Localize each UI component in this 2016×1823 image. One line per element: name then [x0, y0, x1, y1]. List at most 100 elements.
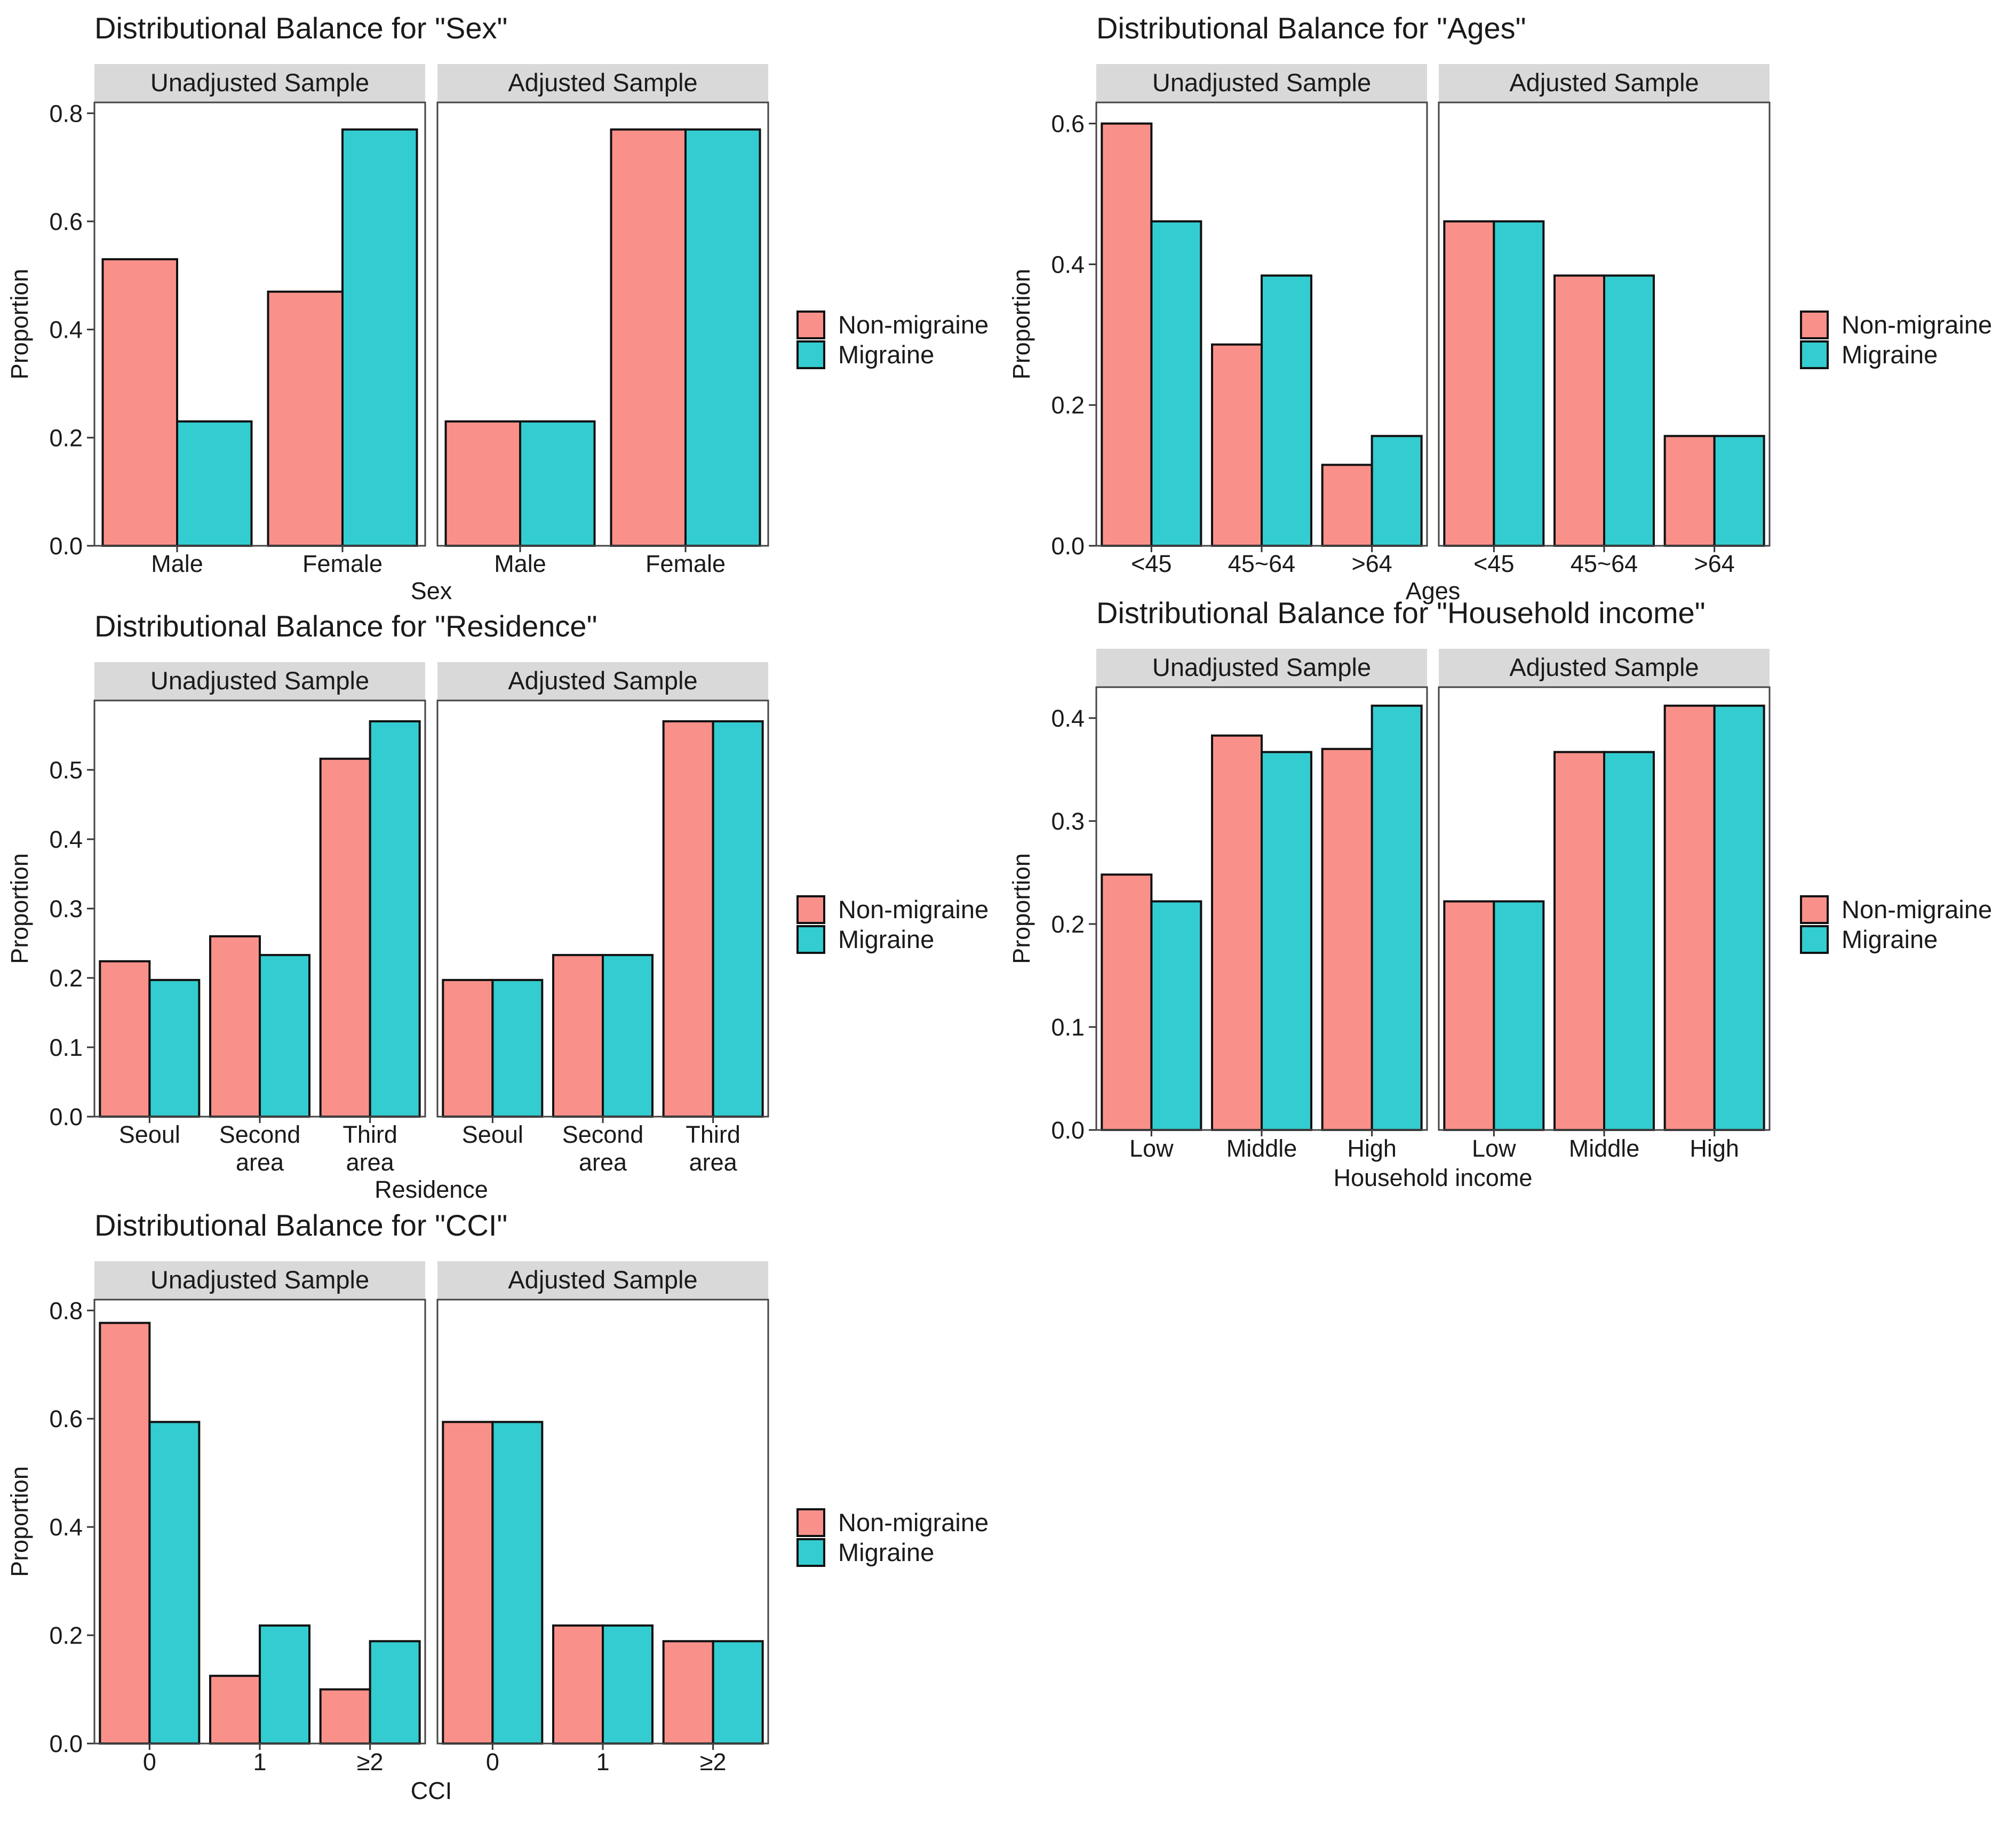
x-tick-label: ≥2: [357, 1748, 384, 1776]
facet-strip-label: Unadjusted Sample: [150, 1265, 369, 1294]
x-tick-label: ≥2: [700, 1748, 727, 1776]
bar-migraine-high: [1713, 704, 1765, 1131]
bar-migraine-low: [1493, 900, 1545, 1132]
legend-label-non-migraine: Non-migraine: [838, 1508, 989, 1537]
x-tick-label: Male: [494, 550, 546, 577]
bar-non-migraine-high: [1321, 747, 1373, 1131]
legend-key-non-migraine: [796, 1508, 825, 1537]
facet-strip: [1439, 64, 1770, 102]
panel-adjusted-sample: Adjusted Sample Male Female: [436, 64, 769, 577]
facet-strip-label: Adjusted Sample: [508, 68, 697, 97]
facet-strip: [1096, 649, 1427, 687]
bar-non-migraine-middle: [1553, 751, 1605, 1131]
panel-border: [436, 101, 769, 547]
panel-border: [1095, 686, 1428, 1131]
panel-adjusted-sample: Adjusted Sample 0 1 ≥2: [436, 1261, 769, 1776]
panel-border: [1438, 101, 1771, 547]
facet-strip-label: Adjusted Sample: [1509, 653, 1699, 681]
legend-key-non-migraine: [796, 895, 825, 924]
bar-migraine-lt45: [1150, 220, 1202, 547]
bar-non-migraine-ge2: [319, 1688, 371, 1745]
bar-non-migraine-middle: [1211, 734, 1263, 1131]
panel-border: [436, 1299, 769, 1745]
y-tick-label: 0.8: [49, 100, 83, 127]
y-tick-label: 0.0: [1051, 1117, 1085, 1144]
panel-unadjusted-sample: Unadjusted Sample 0 1 ≥2: [93, 1261, 426, 1776]
y-tick-label: 0.4: [49, 826, 83, 853]
chart-title: Distributional Balance for "Sex": [94, 11, 507, 45]
bar-non-migraine-1: [552, 1624, 604, 1745]
bar-migraine-45-64: [1261, 274, 1312, 547]
x-axis-title: Residence: [374, 1176, 488, 1203]
bar-migraine-low: [1150, 900, 1202, 1132]
panel-unadjusted-sample: Unadjusted Sample <45 45~64 >64: [1095, 64, 1428, 577]
x-tick-label: 1: [596, 1748, 609, 1776]
y-tick-label: 0.6: [49, 208, 83, 235]
panel-border: [1438, 686, 1771, 1131]
bar-non-migraine-female: [610, 128, 687, 547]
y-axis-title: Proportion: [1008, 269, 1035, 380]
bar-non-migraine-45-64: [1211, 343, 1263, 547]
x-tick-label: Second area: [219, 1121, 301, 1176]
y-tick-label: 0.2: [49, 1622, 83, 1649]
legend-label-non-migraine: Non-migraine: [838, 311, 989, 339]
chart-title: Distributional Balance for "Ages": [1096, 11, 1526, 45]
x-tick-label: 45~64: [1228, 550, 1295, 577]
x-tick-label: Third area: [342, 1121, 397, 1176]
y-tick-label: 0.4: [49, 1514, 83, 1541]
chart-title: Distributional Balance for "Household in…: [1096, 596, 1706, 630]
facet-strip-label: Adjusted Sample: [508, 1265, 697, 1294]
legend-label-migraine: Migraine: [838, 1538, 934, 1566]
bar-migraine-0: [491, 1421, 544, 1745]
bar-non-migraine-second-area: [552, 954, 604, 1118]
facet-strip: [94, 1261, 425, 1300]
bar-migraine-seoul: [491, 978, 544, 1118]
bar-migraine-third-area: [712, 720, 764, 1118]
bar-non-migraine-45-64: [1553, 274, 1605, 547]
bar-migraine-male: [176, 420, 253, 547]
bar-non-migraine-low: [1101, 873, 1153, 1132]
y-tick-label: 0.2: [49, 424, 83, 451]
x-tick-label: >64: [1351, 550, 1392, 577]
bar-migraine-lt45: [1493, 220, 1545, 547]
chart-residence: Distributional Balance for "Residence" 0.…: [6, 609, 989, 1203]
y-tick-label: 0.1: [1051, 1014, 1085, 1041]
panel-adjusted-sample: Adjusted Sample Seoul Second area Third area: [436, 662, 769, 1176]
x-tick-label: 1: [253, 1748, 266, 1776]
bar-migraine-ge2: [369, 1640, 421, 1745]
y-tick-label: 0.8: [49, 1297, 83, 1324]
x-tick-label: Third area: [686, 1121, 740, 1176]
bar-migraine-0: [148, 1421, 201, 1745]
facet-strip-label: Adjusted Sample: [1509, 68, 1699, 97]
y-tick-label: 0.0: [1051, 532, 1085, 560]
chart-sex: Distributional Balance for "Sex" 0.0 0.2 0.…: [6, 11, 989, 604]
panel-border: [93, 699, 426, 1118]
bar-migraine-middle: [1261, 751, 1312, 1131]
bar-non-migraine-second-area: [209, 935, 261, 1118]
x-tick-label: Middle: [1569, 1135, 1640, 1162]
x-tick-label: Female: [302, 550, 383, 577]
x-tick-label: <45: [1473, 550, 1514, 577]
bar-migraine-ge2: [712, 1640, 764, 1745]
bar-non-migraine-seoul: [99, 960, 151, 1118]
bar-non-migraine-0: [442, 1421, 494, 1745]
chart-ages: Distributional Balance for "Ages" 0.0 0.2 0…: [1008, 11, 1992, 604]
panel-border: [1095, 101, 1428, 547]
y-tick-label: 0.2: [1051, 911, 1085, 938]
y-tick-label: 0.6: [1051, 110, 1085, 138]
y-tick-label: 0.5: [49, 757, 83, 784]
legend-key-migraine: [1800, 340, 1829, 369]
chart-title: Distributional Balance for "CCI": [94, 1208, 507, 1242]
panel-adjusted-sample: Adjusted Sample Low Middle High: [1438, 649, 1771, 1162]
x-tick-label: >64: [1694, 550, 1734, 577]
bar-non-migraine-lt45: [1101, 122, 1153, 547]
panel-unadjusted-sample: Unadjusted Sample Low Middle High: [1095, 649, 1428, 1162]
legend-label-non-migraine: Non-migraine: [1842, 311, 1992, 339]
legend-key-migraine: [796, 340, 825, 369]
x-axis-title: Ages: [1406, 577, 1461, 604]
x-tick-label: 0: [143, 1748, 156, 1776]
y-axis-title: Proportion: [1008, 853, 1035, 964]
